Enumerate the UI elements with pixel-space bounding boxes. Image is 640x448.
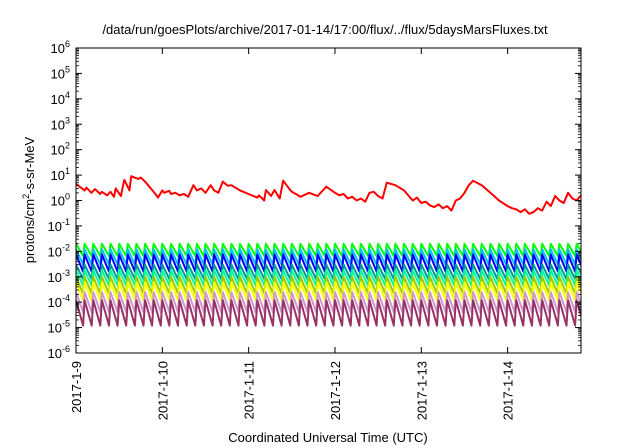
- y-tick-label: 105: [51, 64, 70, 81]
- x-tick-label: 2017-1-13: [414, 361, 429, 420]
- chart-title: /data/run/goesPlots/archive/2017-01-14/1…: [102, 22, 548, 37]
- y-axis: 10-6 10-5 10-4 10-3 10-2 10-1 100 101 102 103 104 1…: [48, 39, 581, 361]
- y-tick-label: 101: [51, 166, 70, 183]
- series-layer: [76, 175, 581, 327]
- y-tick-label: 102: [51, 141, 70, 158]
- y-axis-label: protons/cm2-s-sr-MeV: [21, 136, 37, 263]
- y-tick-label: 10-1: [48, 217, 70, 234]
- y-tick-label: 104: [51, 90, 70, 107]
- y-tick-label: 10-6: [48, 344, 70, 361]
- y-axis-label-suffix: -s-sr-MeV: [22, 136, 37, 193]
- y-tick-label: 10-2: [48, 242, 70, 259]
- x-tick-label: 2017-1-10: [155, 361, 170, 420]
- y-tick-label: 103: [51, 115, 70, 132]
- series-red: [76, 175, 581, 215]
- x-tick-label: 2017-1-11: [242, 361, 257, 419]
- y-tick-label: 10-3: [48, 268, 70, 285]
- x-tick-label: 2017-1-9: [69, 361, 84, 413]
- series-band-9: [76, 299, 581, 327]
- y-axis-label-sup: 2: [21, 194, 31, 199]
- series-band-7: [76, 281, 581, 302]
- y-axis-label-prefix: protons/cm: [22, 199, 37, 263]
- series-band-3: [76, 253, 581, 273]
- y-tick-label: 10-5: [48, 319, 70, 336]
- x-axis-label: Coordinated Universal Time (UTC): [228, 430, 427, 445]
- y-tick-label: 10-4: [48, 293, 70, 310]
- x-tick-label: 2017-1-14: [501, 361, 516, 420]
- x-tick-label: 2017-1-12: [328, 361, 343, 420]
- y-tick-label: 106: [51, 39, 70, 56]
- x-axis: 2017-1-9 2017-1-10 2017-1-11 2017-1-12 2017-…: [69, 48, 516, 420]
- y-tick-label: 100: [51, 192, 70, 209]
